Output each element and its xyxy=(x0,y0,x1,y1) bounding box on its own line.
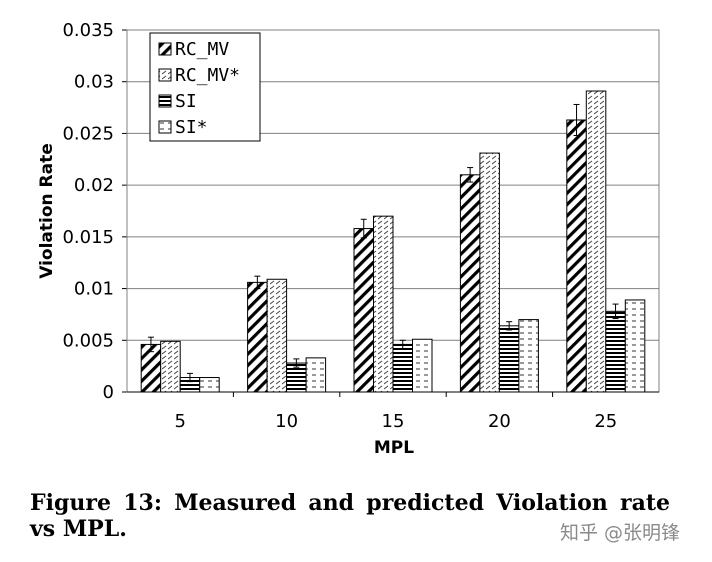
y-tick-labels: 0 0.005 0.01 0.015 0.02 0.025 0.03 0.035 xyxy=(62,20,114,403)
x-tick-label: 5 xyxy=(174,411,185,432)
bar-si-25 xyxy=(624,299,646,393)
y-tick-label: 0.035 xyxy=(62,20,114,41)
bar-rcmv-10 xyxy=(247,281,268,393)
bar-si-15 xyxy=(392,343,413,393)
x-tick-label: 20 xyxy=(488,411,511,432)
y-tick-label: 0 xyxy=(103,382,114,403)
x-tick-label: 15 xyxy=(382,411,405,432)
y-axis-title: Violation Rate xyxy=(37,143,57,279)
bar-rcmv-5 xyxy=(160,340,181,393)
legend-label: RC_MV xyxy=(175,39,229,60)
bar-rcmv-25 xyxy=(566,119,587,393)
bar-si-5 xyxy=(199,377,220,393)
bar-rcmv-15 xyxy=(353,228,374,393)
bar-chart: 0 0.005 0.01 0.015 0.02 0.025 0.03 0.035 5 10 15 2… xyxy=(37,20,660,458)
bar-si-20 xyxy=(518,319,539,393)
bar-rcmv-15 xyxy=(373,215,394,393)
bar-rcmv-20 xyxy=(459,174,481,393)
bar-rcmv-10 xyxy=(266,278,288,393)
bars xyxy=(140,90,646,393)
bar-si-10 xyxy=(305,357,327,393)
y-tick-label: 0.01 xyxy=(74,279,114,300)
x-tick-labels: 5 10 15 20 25 xyxy=(174,392,617,432)
legend-label: SI* xyxy=(175,117,208,138)
legend-swatch xyxy=(158,42,172,56)
y-tick-label: 0.005 xyxy=(62,330,114,351)
bar-rcmv-25 xyxy=(585,90,607,393)
y-tick-label: 0.025 xyxy=(62,123,114,144)
legend-label: SI xyxy=(175,91,197,112)
legend-swatch xyxy=(158,94,172,108)
x-tick-label: 10 xyxy=(275,411,298,432)
x-axis-title: MPL xyxy=(374,438,414,458)
legend-swatch xyxy=(158,68,172,82)
legend: RC_MV RC_MV* SI SI* xyxy=(149,32,261,142)
bar-si-25 xyxy=(605,310,626,393)
watermark: 知乎 @张明锋 xyxy=(560,522,681,544)
bar-si-15 xyxy=(412,338,433,393)
legend-swatch xyxy=(158,120,172,134)
bar-rcmv-20 xyxy=(479,152,500,393)
figure-caption: Figure 13: Measured and predicted Violat… xyxy=(30,490,670,542)
y-tick-label: 0.015 xyxy=(62,227,114,248)
y-tick-label: 0.03 xyxy=(74,72,114,93)
legend-label: RC_MV* xyxy=(175,65,240,86)
error-bars xyxy=(147,103,619,383)
y-tick-label: 0.02 xyxy=(74,175,114,196)
x-tick-label: 25 xyxy=(594,411,617,432)
bar-si-20 xyxy=(498,325,520,393)
